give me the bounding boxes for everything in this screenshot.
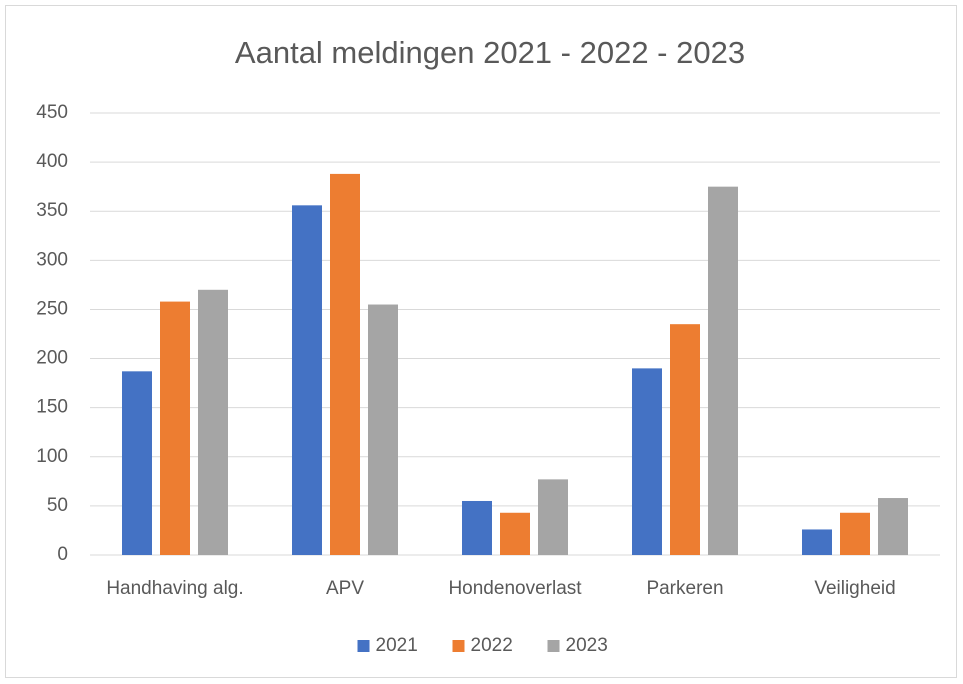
chart-title: Aantal meldingen 2021 - 2022 - 2023 xyxy=(235,35,745,70)
y-tick-label: 250 xyxy=(36,298,68,319)
bar xyxy=(462,500,492,555)
y-tick-label: 300 xyxy=(36,249,68,270)
bar xyxy=(160,301,190,555)
x-tick-label: APV xyxy=(326,578,364,599)
legend-label: 2023 xyxy=(566,635,608,656)
legend-label: 2021 xyxy=(376,635,418,656)
legend-label: 2022 xyxy=(471,635,513,656)
bar xyxy=(708,186,738,555)
bar xyxy=(802,529,832,555)
y-tick-label: 0 xyxy=(57,544,68,565)
y-tick-label: 350 xyxy=(36,200,68,221)
y-tick-label: 200 xyxy=(36,348,68,369)
legend-swatch xyxy=(547,640,560,652)
bar xyxy=(122,371,152,555)
y-tick-label: 450 xyxy=(36,102,68,123)
bar xyxy=(292,205,322,555)
bar xyxy=(670,324,700,555)
bar xyxy=(368,304,398,555)
bar xyxy=(632,368,662,555)
x-tick-label: Hondenoverlast xyxy=(448,578,582,599)
bar xyxy=(198,289,228,555)
bar xyxy=(538,479,568,555)
chart-frame xyxy=(5,5,957,678)
bar xyxy=(500,512,530,555)
x-tick-label: Handhaving alg. xyxy=(106,578,243,599)
x-tick-label: Parkeren xyxy=(646,578,723,599)
bar xyxy=(878,498,908,555)
bar xyxy=(840,512,870,555)
bar xyxy=(330,173,360,556)
y-tick-label: 100 xyxy=(36,446,68,467)
y-tick-label: 50 xyxy=(47,495,68,516)
y-tick-label: 400 xyxy=(36,151,68,172)
legend-swatch xyxy=(452,640,465,652)
x-tick-label: Veiligheid xyxy=(814,578,895,599)
y-tick-label: 150 xyxy=(36,397,68,418)
legend-swatch xyxy=(357,640,370,652)
